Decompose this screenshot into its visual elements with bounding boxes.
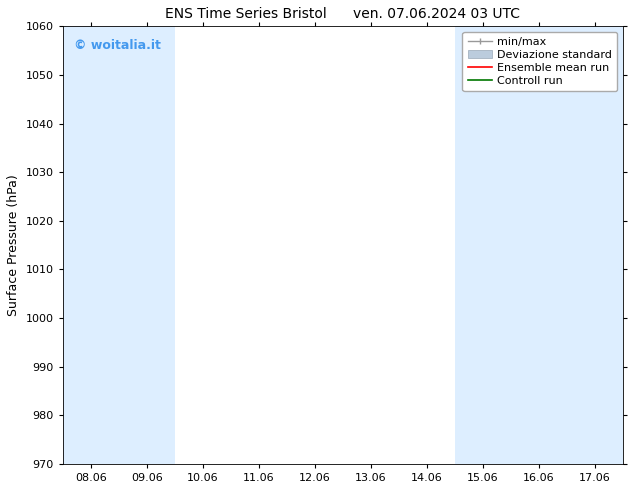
Title: ENS Time Series Bristol      ven. 07.06.2024 03 UTC: ENS Time Series Bristol ven. 07.06.2024 … <box>165 7 521 21</box>
Bar <box>119 26 175 464</box>
Text: © woitalia.it: © woitalia.it <box>74 39 161 52</box>
Bar <box>455 26 511 464</box>
Legend: min/max, Deviazione standard, Ensemble mean run, Controll run: min/max, Deviazione standard, Ensemble m… <box>462 32 618 91</box>
Bar <box>511 26 567 464</box>
Bar <box>63 26 119 464</box>
Bar <box>567 26 623 464</box>
Y-axis label: Surface Pressure (hPa): Surface Pressure (hPa) <box>7 174 20 316</box>
